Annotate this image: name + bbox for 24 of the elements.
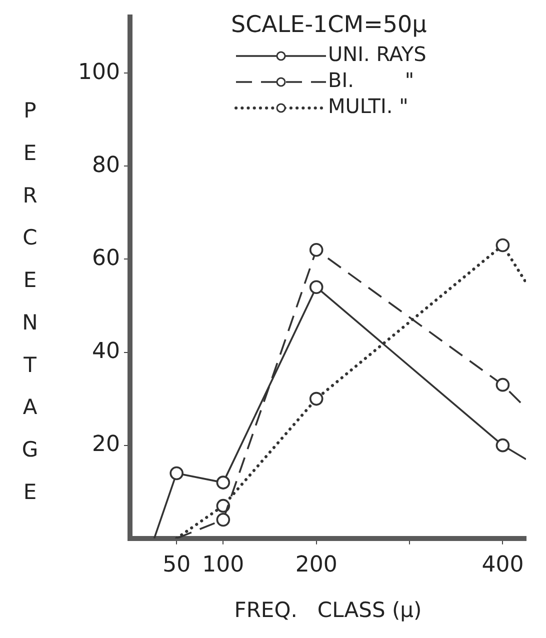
point <box>216 512 230 527</box>
y-tick-label: 40 <box>92 338 120 364</box>
x-axis-title: FREQ. CLASS (μ) <box>234 598 422 622</box>
point <box>309 242 324 257</box>
point <box>170 466 184 480</box>
x-tick-label: 200 <box>295 552 338 578</box>
y-tick-label: 60 <box>92 246 120 271</box>
point <box>496 378 510 392</box>
point <box>309 392 324 406</box>
legend-label: BI. " <box>328 68 414 92</box>
text: PERCENTAGE <box>22 98 38 504</box>
y-tick-label: 20 <box>92 432 120 458</box>
legend-label: UNI. RAYS <box>328 42 426 66</box>
y-tick-label: 100 <box>78 60 120 85</box>
point <box>309 280 324 294</box>
annotation: SCALE-1CM=50μ <box>231 12 428 38</box>
x-tick-label: 100 <box>202 552 244 578</box>
x-tick-label: 400 <box>482 552 524 578</box>
legend-label: MULTI. " <box>328 94 408 118</box>
point <box>496 438 510 452</box>
x-tick-label: 50 <box>162 552 191 578</box>
point <box>496 238 510 252</box>
point <box>216 476 230 490</box>
y-tick-label: 80 <box>92 152 120 178</box>
